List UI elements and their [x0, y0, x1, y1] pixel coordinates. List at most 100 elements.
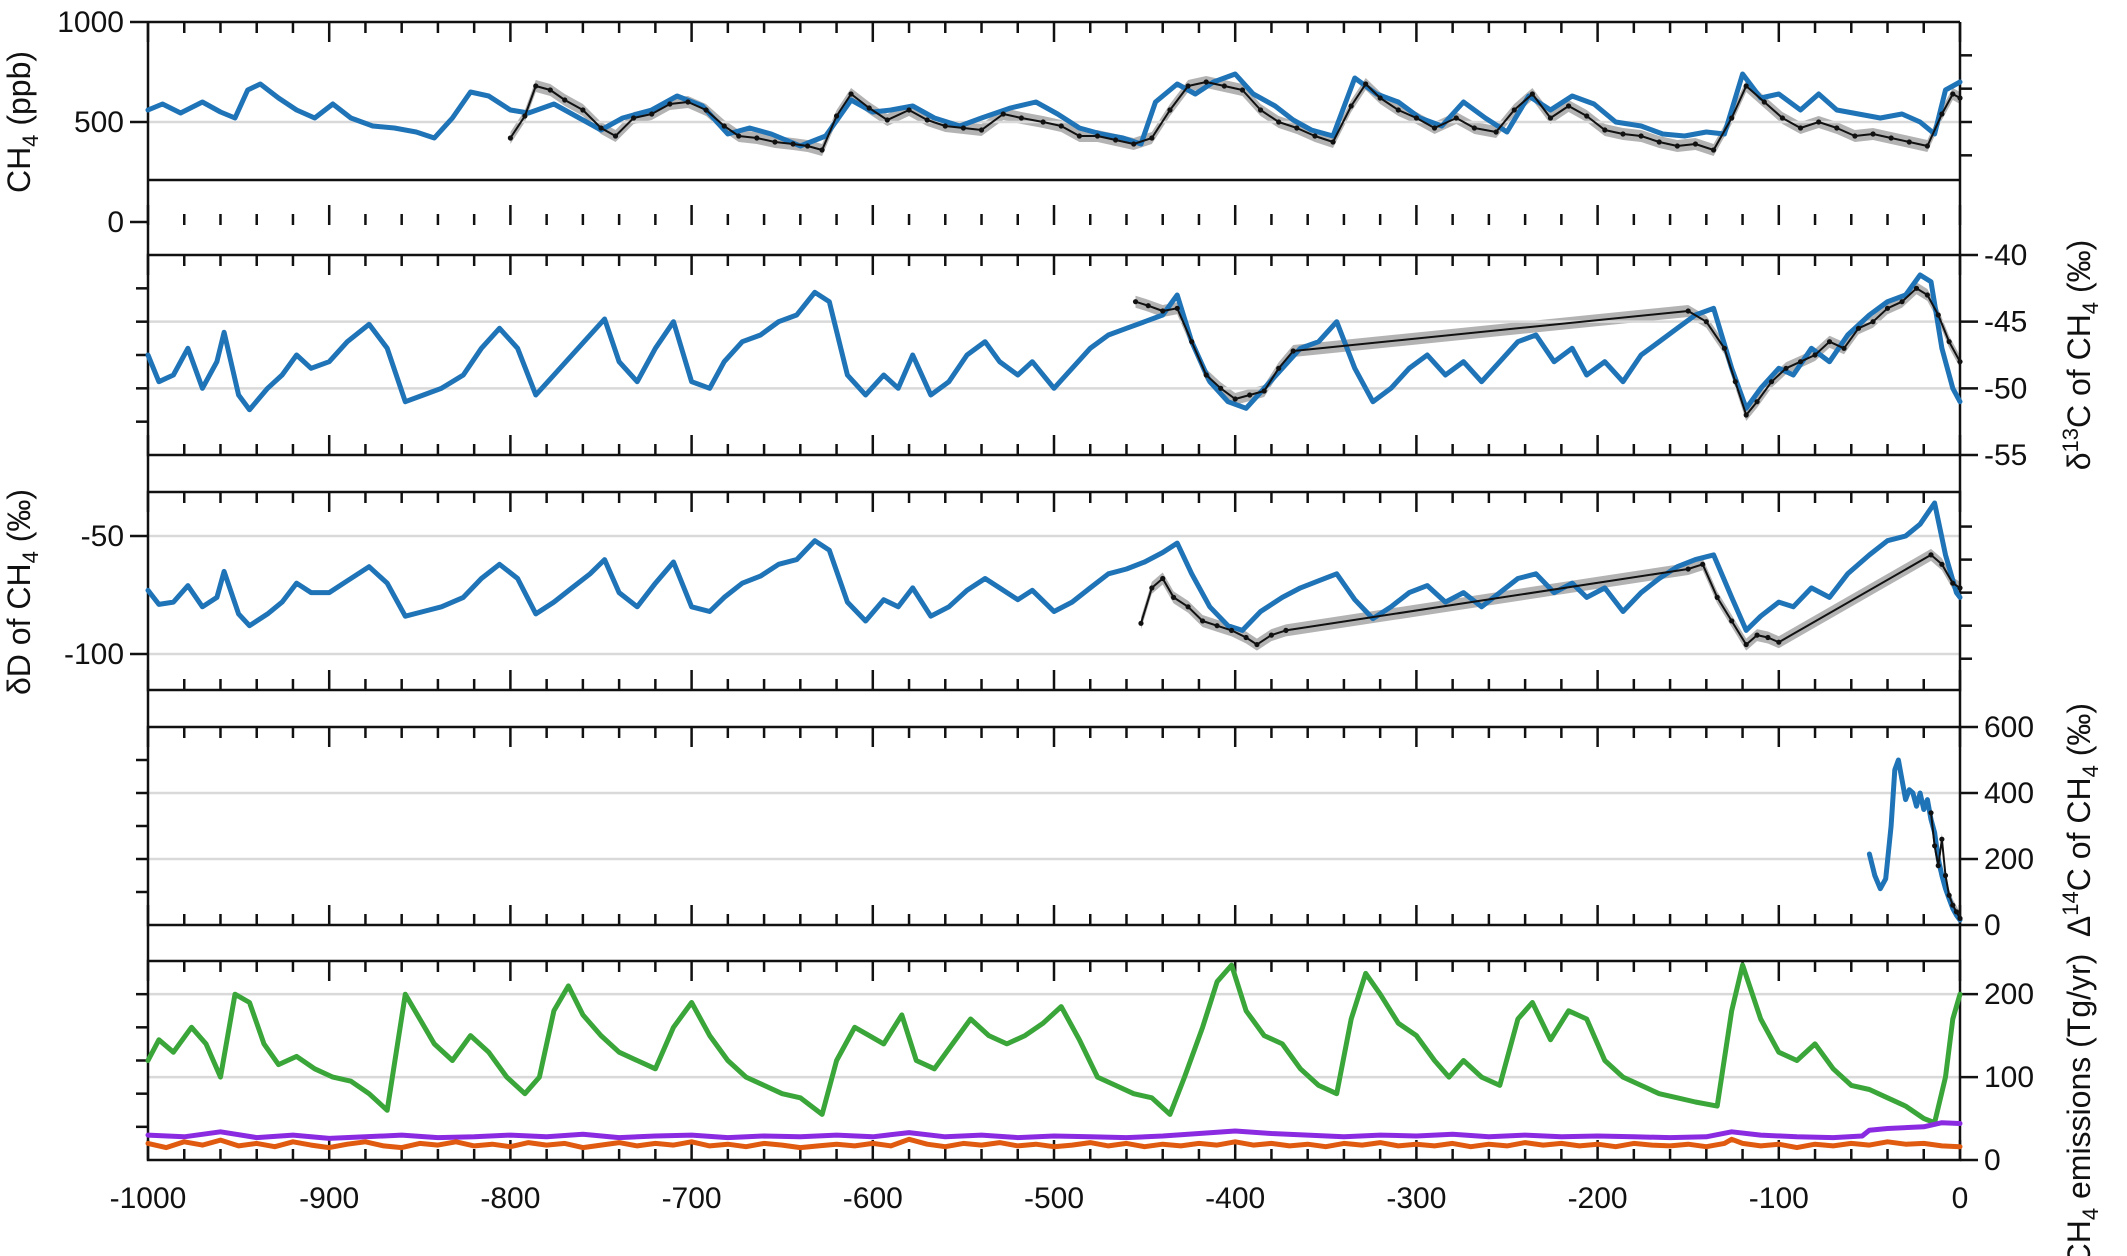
ch4-observed-point	[1113, 137, 1119, 143]
d14c-observed-point	[1946, 892, 1952, 898]
ch4-observed-point	[1511, 107, 1517, 113]
d13c-y-tick-label: -50	[1984, 372, 2027, 405]
d13c-observed-point	[1743, 412, 1749, 418]
ch4-observed-point	[1710, 147, 1717, 153]
dd-observed-point	[1714, 594, 1720, 600]
ch4-observed-point	[736, 133, 742, 139]
d13c-model-line	[145, 272, 1963, 413]
ch4-observed-point	[1761, 99, 1767, 105]
ch4-observed-point	[598, 125, 604, 131]
d13c-observed-point	[1160, 308, 1166, 314]
ch4-observed-point	[848, 91, 854, 97]
ch4-observed-point	[562, 97, 568, 103]
ch4-observed-point	[1131, 141, 1137, 147]
ch4-observed-point	[924, 117, 930, 123]
dd-observed-point	[1199, 618, 1206, 624]
ch4-observed-point	[1294, 125, 1300, 131]
ch4-observed-point	[580, 107, 586, 113]
d13c-observed-point	[1924, 292, 1930, 298]
ch4-observed-point	[1167, 107, 1173, 113]
ch4-observed-point	[1674, 143, 1680, 149]
ch4-observed-point	[649, 111, 655, 117]
dd-observed-point	[1685, 566, 1691, 572]
ch4-observed-point	[1743, 83, 1749, 89]
d13c-observed-point	[1841, 345, 1847, 351]
ch4-observed-point	[1906, 139, 1912, 145]
dd-observed-point	[1149, 585, 1155, 591]
ch4-observed-point	[884, 117, 890, 123]
dd-observed-point	[1185, 604, 1191, 610]
ch4-observed-point	[1276, 119, 1282, 125]
d14c-observed-point	[1950, 902, 1956, 908]
ch4-observed-point	[906, 107, 912, 113]
ch4-y-tick-label: 500	[74, 106, 124, 139]
x-tick-label: -700	[662, 1182, 722, 1215]
ch4-observed-point	[1312, 133, 1318, 139]
ch4-observed-point	[1620, 131, 1626, 137]
d13c-y-tick-label: -40	[1984, 239, 2027, 272]
d13c-observed-point	[1935, 312, 1941, 318]
ch4-observed-point	[1149, 135, 1155, 141]
ch4-y-tick-label: 1000	[57, 6, 124, 39]
ch4-observed-point	[1888, 135, 1894, 141]
ch4-observed-point	[1602, 127, 1608, 133]
d13c-observed-point	[1189, 339, 1195, 345]
d13c-observed-point	[1685, 308, 1691, 314]
emis-model-line	[145, 1120, 1963, 1141]
ch4-observed-point	[1395, 107, 1401, 113]
ch4-observed-point	[1950, 91, 1956, 97]
ch4-observed-point	[1834, 125, 1840, 131]
ch4-observed-point	[1852, 133, 1858, 139]
ch4-observed-point	[1957, 95, 1963, 101]
ch4-observed-point	[1566, 103, 1572, 109]
dd-observed-point	[1170, 594, 1177, 600]
x-tick-label: -400	[1205, 1182, 1265, 1215]
ch4-observed-point	[1692, 141, 1699, 147]
d13c-observed-point	[1913, 285, 1920, 291]
ch4-observed-point	[533, 83, 539, 89]
ch4-observed-point	[1656, 139, 1662, 145]
ch4-observed-point	[1040, 119, 1046, 125]
d14c-observed-point	[1932, 843, 1938, 849]
d13c-observed-point	[1899, 299, 1905, 305]
x-tick-label: -1000	[110, 1182, 187, 1215]
d13c-observed-point	[1754, 399, 1760, 405]
dd-observed-point	[1254, 641, 1260, 648]
data-series	[145, 71, 1963, 1151]
emis-y-tick-label: 100	[1984, 1061, 2034, 1094]
dd-observed-band	[1141, 548, 1960, 651]
dd-observed-point	[1243, 634, 1249, 641]
d13c-observed-point	[1145, 303, 1151, 309]
d13c-observed-point	[1826, 339, 1833, 345]
ch4-observed-point	[804, 143, 811, 149]
dd-observed-point	[1138, 620, 1144, 626]
ch4-observed-point	[978, 127, 985, 133]
ch4-observed-point	[1939, 111, 1945, 117]
d13c-observed-point	[1218, 385, 1224, 391]
ch4-observed-point	[1924, 143, 1930, 149]
dd-observed-point	[1160, 575, 1166, 582]
dd-observed-point	[1268, 632, 1275, 638]
d13c-observed-point	[1703, 319, 1709, 325]
d13c-axis-title: δ13C of CH4 (‰)	[2058, 240, 2103, 471]
dd-y-tick-label: -100	[64, 638, 124, 671]
ch4-observed-point	[819, 147, 825, 153]
ch4-y-tick-label: 0	[107, 206, 124, 239]
d13c-observed-point	[1721, 345, 1728, 351]
dd-model-line	[145, 500, 1963, 633]
tick-labels: 05001000-55-50-45-40-50-1000200400600010…	[57, 6, 2034, 1215]
d13c-observed-point	[1884, 305, 1891, 311]
ch4-observed-point	[1729, 115, 1735, 121]
ch4-observed-point	[1257, 107, 1264, 113]
dd-observed-line	[1140, 553, 1961, 646]
ch4-observed-point	[866, 105, 872, 111]
ch4-observed-point	[1018, 115, 1024, 121]
ch4-observed-point	[1377, 95, 1383, 101]
ch4-observed-point	[1185, 83, 1191, 89]
dd-y-tick-label: -50	[81, 520, 124, 553]
d14c-observed-point	[1928, 810, 1934, 816]
ch4-observed-point	[1453, 115, 1459, 121]
d13c-observed-point	[1957, 359, 1963, 365]
ch4-observed-line	[509, 81, 1961, 151]
dd-observed-point	[1754, 632, 1760, 638]
